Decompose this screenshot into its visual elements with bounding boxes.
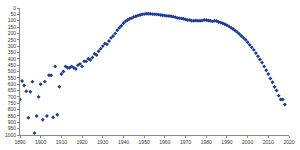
svg-text:1000: 1000 bbox=[5, 132, 16, 138]
svg-text:600: 600 bbox=[8, 81, 17, 87]
svg-text:350: 350 bbox=[8, 49, 17, 55]
svg-text:250: 250 bbox=[8, 37, 17, 43]
svg-text:1980: 1980 bbox=[201, 139, 212, 145]
svg-text:300: 300 bbox=[8, 43, 17, 49]
svg-text:2010: 2010 bbox=[263, 139, 274, 145]
svg-text:0: 0 bbox=[13, 5, 16, 11]
svg-text:2020: 2020 bbox=[283, 139, 294, 145]
svg-text:1940: 1940 bbox=[118, 139, 129, 145]
svg-text:1960: 1960 bbox=[159, 139, 170, 145]
svg-text:100: 100 bbox=[8, 17, 17, 23]
svg-text:1890: 1890 bbox=[14, 139, 25, 145]
svg-text:1970: 1970 bbox=[180, 139, 191, 145]
svg-text:400: 400 bbox=[8, 56, 17, 62]
svg-text:200: 200 bbox=[8, 30, 17, 36]
svg-text:850: 850 bbox=[8, 113, 17, 119]
svg-text:1910: 1910 bbox=[56, 139, 67, 145]
svg-text:1950: 1950 bbox=[139, 139, 150, 145]
svg-text:900: 900 bbox=[8, 119, 17, 125]
svg-text:800: 800 bbox=[8, 106, 17, 112]
svg-text:2000: 2000 bbox=[242, 139, 253, 145]
svg-text:950: 950 bbox=[8, 125, 17, 131]
svg-text:50: 50 bbox=[10, 11, 16, 17]
svg-text:450: 450 bbox=[8, 62, 17, 68]
svg-text:1900: 1900 bbox=[35, 139, 46, 145]
svg-text:700: 700 bbox=[8, 94, 17, 100]
svg-text:1920: 1920 bbox=[77, 139, 88, 145]
svg-text:1990: 1990 bbox=[221, 139, 232, 145]
svg-text:150: 150 bbox=[8, 24, 17, 30]
svg-text:750: 750 bbox=[8, 100, 17, 106]
svg-text:1930: 1930 bbox=[97, 139, 108, 145]
svg-text:500: 500 bbox=[8, 68, 17, 74]
svg-text:650: 650 bbox=[8, 87, 17, 93]
svg-text:550: 550 bbox=[8, 75, 17, 81]
